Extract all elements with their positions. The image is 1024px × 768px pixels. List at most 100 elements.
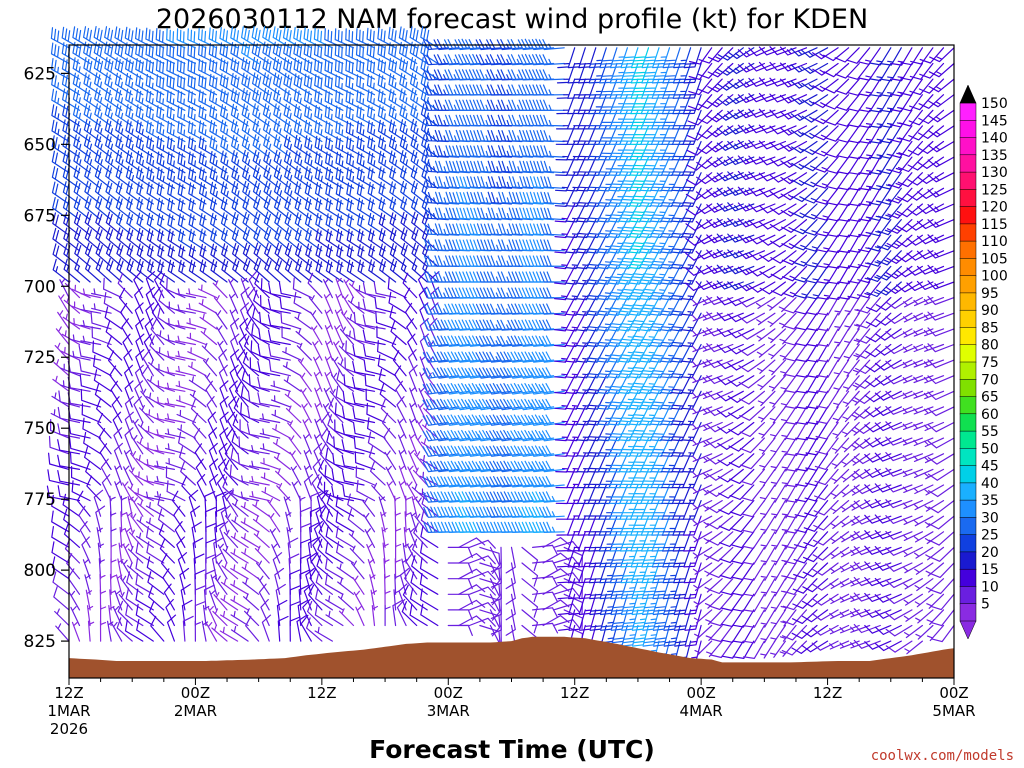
- wind-barb: [219, 427, 229, 455]
- wind-barb: [727, 281, 755, 291]
- wind-barb: [885, 593, 913, 605]
- wind-barb: [539, 303, 565, 315]
- wind-barb: [466, 114, 491, 127]
- wind-barb: [105, 165, 123, 189]
- wind-barb: [887, 187, 913, 204]
- wind-barb: [836, 125, 860, 143]
- wind-barb: [406, 481, 418, 502]
- wind-barb: [329, 388, 344, 408]
- wind-barb: [886, 265, 913, 279]
- wind-barb: [398, 465, 407, 486]
- wind-barb: [716, 280, 744, 290]
- wind-barb: [660, 421, 681, 442]
- wind-barb: [388, 104, 407, 127]
- wind-barb: [356, 166, 376, 189]
- wind-barb: [759, 468, 776, 487]
- wind-barb: [304, 119, 323, 143]
- wind-barb: [466, 129, 491, 143]
- wind-barb: [832, 406, 850, 424]
- wind-barb: [554, 421, 576, 442]
- wind-barb: [136, 258, 154, 283]
- wind-barb: [378, 496, 386, 517]
- wind-barb: [95, 505, 106, 533]
- wind-barb: [216, 325, 228, 346]
- wind-barb: [780, 375, 797, 393]
- wind-barb: [62, 103, 81, 127]
- wind-barb: [262, 41, 281, 65]
- wind-barb: [314, 166, 333, 189]
- wind-barb: [371, 605, 378, 627]
- wind-barb: [631, 593, 650, 616]
- wind-barb: [84, 446, 102, 470]
- wind-barb: [617, 281, 639, 301]
- wind-barb: [834, 328, 850, 347]
- wind-barb: [241, 72, 260, 96]
- wind-barb: [858, 62, 881, 81]
- wind-barb: [208, 73, 228, 96]
- colorbar-segment: [959, 154, 977, 173]
- wind-barb: [806, 375, 829, 394]
- wind-barb: [816, 328, 839, 347]
- wind-barb: [388, 57, 407, 80]
- wind-barb: [104, 306, 123, 330]
- wind-barb: [670, 437, 692, 457]
- x-tick-label: 12Z: [813, 684, 842, 702]
- wind-barb: [638, 406, 660, 426]
- wind-barb: [902, 515, 923, 525]
- wind-barb: [201, 620, 209, 642]
- wind-barb: [885, 390, 913, 400]
- wind-barb: [61, 42, 81, 65]
- wind-barb: [292, 277, 312, 299]
- wind-barb: [596, 343, 618, 363]
- wind-barb: [781, 640, 808, 656]
- wind-barb: [885, 640, 913, 653]
- wind-barb: [779, 94, 808, 104]
- wind-barb: [683, 78, 702, 99]
- wind-barb: [336, 541, 355, 564]
- wind-barb: [638, 359, 660, 379]
- wind-barb: [903, 312, 923, 323]
- wind-barb: [652, 609, 671, 631]
- wind-barb: [585, 265, 607, 285]
- wind-barb: [825, 140, 850, 158]
- colorbar-segment: [959, 171, 977, 190]
- wind-barb: [721, 609, 744, 627]
- wind-barb: [648, 343, 671, 363]
- wind-barb: [848, 203, 871, 222]
- wind-barb: [702, 375, 723, 384]
- wind-barb: [215, 506, 227, 533]
- wind-barb: [885, 436, 913, 446]
- wind-barb: [519, 207, 544, 221]
- wind-barb: [737, 250, 765, 260]
- wind-barb: [833, 375, 850, 393]
- wind-barb: [140, 388, 154, 408]
- wind-barb: [874, 609, 902, 619]
- wind-barb: [640, 109, 660, 130]
- wind-barb: [303, 42, 323, 65]
- wind-barb: [597, 125, 618, 145]
- wind-barb: [769, 125, 797, 135]
- wind-barb: [757, 375, 776, 390]
- wind-barb: [617, 390, 639, 410]
- wind-barb: [596, 234, 618, 254]
- wind-barb: [651, 62, 671, 84]
- wind-barb: [663, 593, 681, 616]
- wind-barb: [315, 587, 333, 611]
- wind-barb: [345, 74, 365, 96]
- wind-barb: [208, 27, 228, 49]
- wind-barb: [913, 515, 934, 527]
- wind-barb: [927, 359, 955, 369]
- wind-barb: [564, 234, 586, 254]
- wind-barb: [261, 614, 272, 642]
- wind-barb: [445, 160, 470, 174]
- wind-barb: [424, 207, 449, 221]
- wind-barb: [897, 156, 923, 173]
- wind-barb: [217, 543, 228, 564]
- wind-barb: [135, 317, 145, 346]
- wind-barb: [389, 306, 407, 330]
- wind-barb: [242, 149, 260, 174]
- wind-barb: [671, 453, 692, 473]
- wind-barb: [554, 328, 576, 348]
- wind-barb: [343, 278, 355, 299]
- wind-barb: [57, 439, 81, 455]
